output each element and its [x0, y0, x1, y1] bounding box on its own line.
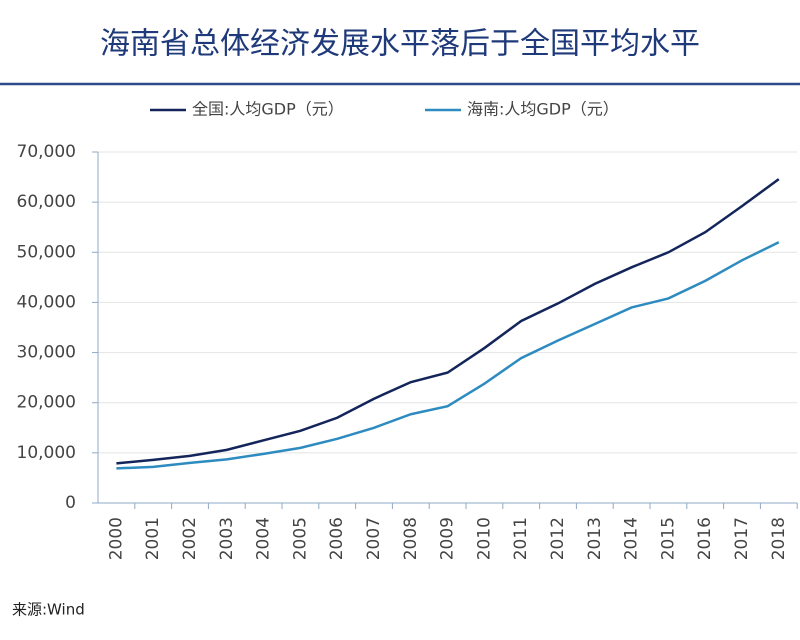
x-tick-label: 2009 — [438, 517, 458, 560]
x-tick-label: 2018 — [769, 517, 789, 560]
x-tick-label: 2014 — [622, 517, 642, 560]
y-tick-label: 40,000 — [17, 292, 76, 312]
x-tick-label: 2001 — [143, 517, 163, 560]
x-tick-label: 2008 — [401, 517, 421, 560]
series-line — [116, 241, 780, 470]
x-tick-label: 2000 — [106, 517, 126, 560]
x-tick-label: 2005 — [290, 517, 310, 560]
x-tick-label: 2011 — [511, 517, 531, 560]
y-tick-label: 60,000 — [17, 192, 76, 212]
x-tick-label: 2015 — [658, 517, 678, 560]
y-tick-label: 10,000 — [17, 443, 76, 463]
x-tick-label: 2002 — [180, 517, 200, 560]
x-tick-label: 2012 — [548, 517, 568, 560]
chart-title: 海南省总体经济发展水平落后于全国平均水平 — [100, 27, 700, 62]
x-tick-label: 2006 — [327, 517, 347, 560]
x-tick-label: 2003 — [217, 517, 237, 560]
x-tick-label: 2017 — [732, 517, 752, 560]
legend-label: 全国:人均GDP（元） — [192, 100, 344, 119]
y-tick-label: 50,000 — [17, 242, 76, 262]
series-line — [116, 178, 780, 465]
y-tick-label: 30,000 — [17, 343, 76, 363]
x-tick-label: 2013 — [585, 517, 605, 560]
source-note: 来源:Wind — [12, 601, 85, 619]
x-tick-label: 2010 — [474, 517, 494, 560]
legend-label: 海南:人均GDP（元） — [467, 100, 619, 119]
y-tick-label: 0 — [65, 493, 76, 513]
y-tick-label: 20,000 — [17, 393, 76, 413]
x-tick-label: 2004 — [254, 517, 274, 560]
x-tick-label: 2007 — [364, 517, 384, 560]
y-tick-label: 70,000 — [17, 142, 76, 162]
x-tick-label: 2016 — [695, 517, 715, 560]
